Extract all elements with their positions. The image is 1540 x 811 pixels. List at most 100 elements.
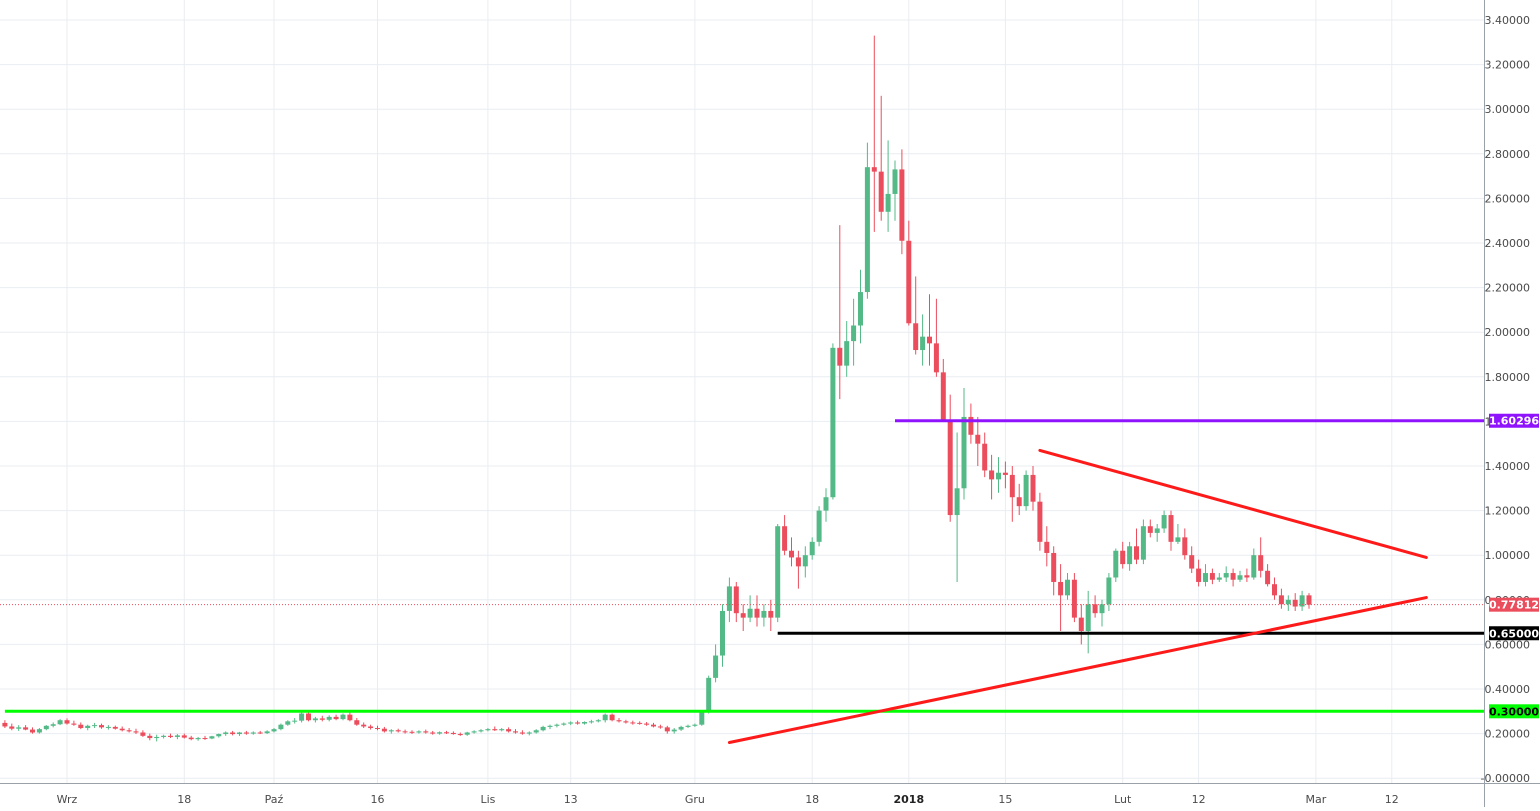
candle-body	[333, 716, 339, 720]
candle-body	[947, 421, 953, 516]
candle-body	[375, 728, 380, 730]
candle-body	[174, 735, 180, 737]
candle-body	[968, 416, 974, 435]
candle-body	[368, 726, 374, 729]
candle-body	[1161, 515, 1167, 529]
candle-body	[975, 434, 981, 444]
candle-body	[299, 713, 305, 721]
price-tag-bg	[1489, 626, 1539, 641]
candle-body	[140, 732, 146, 736]
candle-body	[844, 341, 850, 366]
candle-body	[1106, 577, 1112, 605]
candle-body	[30, 729, 35, 733]
y-tick-label: 2.20000	[1485, 282, 1531, 295]
y-tick-label: 2.80000	[1485, 148, 1531, 161]
x-tick-label: Paź	[265, 793, 284, 806]
candle-body	[1140, 526, 1146, 560]
candle-body	[1175, 537, 1181, 542]
candle-body	[1203, 573, 1208, 582]
y-tick-label: 0.60000	[1485, 638, 1531, 651]
candle-body	[395, 730, 401, 732]
candle-body	[78, 724, 84, 729]
candle-body	[706, 677, 712, 712]
candle-body	[878, 171, 884, 212]
candle-body	[181, 735, 187, 738]
descending-trendline[interactable]	[1038, 448, 1428, 559]
candle-body	[644, 723, 650, 725]
candle-body	[347, 714, 353, 721]
candle-body	[471, 731, 477, 733]
price-tag-label: 0.65000	[1489, 627, 1539, 640]
candle-body	[492, 729, 498, 731]
candle-body	[306, 713, 311, 721]
candle-body	[257, 732, 263, 734]
candle-body	[1037, 501, 1043, 542]
price-tag-bg	[1489, 597, 1539, 612]
candle-body	[444, 732, 449, 734]
candle-body	[837, 347, 843, 366]
candle-body	[1272, 584, 1277, 596]
candle-body	[1058, 581, 1064, 596]
candle-body	[1085, 604, 1091, 632]
candle-body	[609, 714, 615, 721]
candle-body	[582, 722, 587, 724]
candle-body	[423, 731, 429, 733]
candle-body	[1002, 472, 1008, 475]
candle-body	[361, 724, 367, 727]
candle-body	[1078, 617, 1084, 632]
candle-body	[1223, 573, 1229, 578]
candle-body	[1209, 573, 1215, 580]
candle-body	[1258, 555, 1264, 571]
candle-body	[651, 724, 656, 727]
drawings[interactable]	[0, 419, 1484, 745]
candle-body	[1237, 575, 1243, 580]
candle-body	[595, 720, 601, 722]
candle-body	[250, 732, 256, 734]
candle-body	[112, 726, 118, 729]
candle-body	[154, 736, 160, 739]
x-tick-label: 18	[177, 793, 191, 806]
candle-body	[437, 732, 443, 734]
candle-body	[243, 732, 249, 734]
price-tag-label: 0.77812	[1489, 599, 1539, 612]
candle-body	[1230, 573, 1236, 580]
candle-body	[547, 725, 553, 727]
candle-body	[554, 724, 560, 726]
price-tag-label: 0.30000	[1489, 705, 1539, 718]
y-tick-label: 0.20000	[1485, 728, 1531, 741]
candle-body	[188, 737, 194, 740]
y-tick-label: 1.00000	[1485, 549, 1531, 562]
candle-body	[57, 720, 63, 725]
candle-body	[1168, 515, 1174, 542]
candle-body	[230, 732, 236, 735]
y-tick-label: 3.40000	[1485, 14, 1531, 27]
y-tick-label: 3.00000	[1485, 103, 1531, 116]
candle-body	[264, 731, 270, 734]
candle-body	[1127, 546, 1133, 565]
x-tick-label: 13	[564, 793, 578, 806]
x-tick-label: 15	[998, 793, 1012, 806]
candle-body	[105, 726, 111, 728]
candle-body	[92, 725, 98, 727]
candle-body	[1113, 550, 1119, 578]
candle-body	[64, 720, 70, 724]
candle-body	[913, 323, 919, 351]
candle-body	[761, 610, 767, 618]
candle-body	[961, 416, 967, 489]
candle-body	[989, 470, 995, 480]
ascending-trendline[interactable]	[727, 596, 1428, 745]
candle-body	[933, 343, 939, 373]
y-tick-label: 1.20000	[1485, 505, 1531, 518]
candle-body	[1065, 579, 1070, 596]
candle-body	[285, 721, 291, 725]
x-tick-label: Lis	[480, 793, 495, 806]
candle-body	[85, 725, 91, 729]
candle-body	[478, 730, 484, 732]
candle-body	[864, 167, 870, 293]
candle-body	[713, 655, 719, 678]
candle-body	[430, 732, 436, 734]
candle-body	[630, 722, 636, 724]
